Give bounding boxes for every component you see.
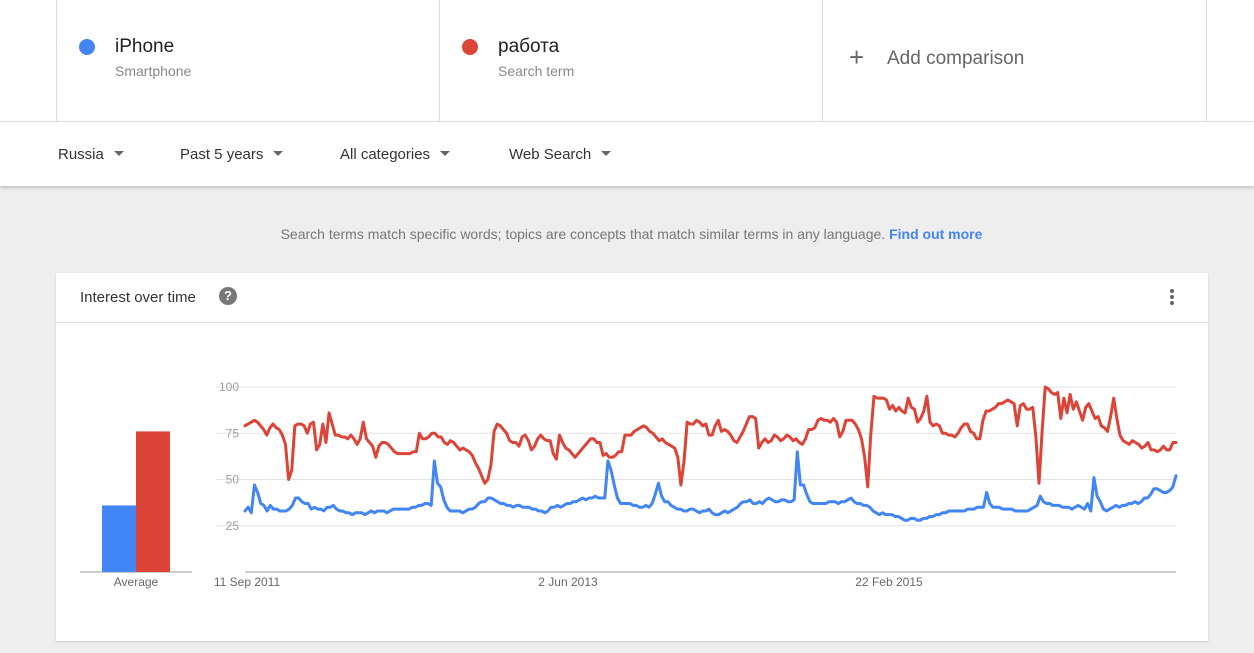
term-type: Search term [498, 63, 575, 79]
x-tick-label: 2 Jun 2013 [538, 575, 598, 589]
series-line-rabota [243, 385, 1178, 489]
caret-down-icon [601, 150, 612, 156]
rabota-color-dot [462, 39, 478, 55]
term-type: Smartphone [115, 63, 192, 79]
search-type-dropdown[interactable]: Web Search [509, 146, 612, 163]
term-card-rabota[interactable]: работа Search term [439, 0, 823, 121]
term-name: работа [498, 36, 560, 57]
interest-chart: 25 50 75 100 Average 11 Sep 2011 2 Jun 2013 22 … [80, 380, 1178, 589]
help-icon[interactable]: ? [219, 287, 237, 305]
comparison-bar: iPhone Smartphone работа Search term + A… [0, 0, 1254, 122]
add-comparison-label: Add comparison [887, 48, 1025, 69]
term-card-iphone[interactable]: iPhone Smartphone [56, 0, 440, 121]
caret-down-icon [113, 150, 124, 156]
caret-down-icon [273, 150, 284, 156]
card-title: Interest over time [80, 289, 196, 306]
caret-down-icon [440, 150, 451, 156]
time-range-dropdown[interactable]: Past 5 years [180, 146, 284, 163]
average-label: Average [114, 575, 159, 589]
category-label: All categories [340, 146, 431, 163]
region-label: Russia [58, 146, 104, 163]
category-dropdown[interactable]: All categories [340, 146, 451, 163]
notice-text: Search terms match specific words; topic… [280, 226, 886, 242]
x-tick-label: 11 Sep 2011 [214, 575, 281, 589]
y-tick-label: 25 [226, 519, 240, 533]
x-tick-label: 22 Feb 2015 [855, 575, 923, 589]
interest-over-time-card: Interest over time ? 25 50 75 100 Average 11 … [56, 273, 1208, 641]
average-bar-rabota [136, 431, 170, 572]
y-tick-label: 100 [219, 380, 239, 394]
filter-bar: Russia Past 5 years All categories Web S… [0, 122, 1254, 186]
find-out-more-link[interactable]: Find out more [889, 226, 983, 242]
y-tick-label: 50 [226, 473, 240, 487]
search-type-label: Web Search [509, 146, 592, 163]
series-line-iphone [243, 450, 1178, 522]
iphone-color-dot [79, 39, 95, 55]
term-name: iPhone [115, 36, 175, 57]
terms-notice: Search terms match specific words; topic… [0, 226, 1254, 242]
card-header: Interest over time ? [56, 273, 1208, 323]
add-comparison-button[interactable]: + Add comparison [822, 0, 1207, 121]
region-dropdown[interactable]: Russia [58, 146, 124, 163]
time-range-label: Past 5 years [180, 146, 264, 163]
y-tick-label: 75 [226, 426, 240, 440]
more-menu-icon[interactable] [1166, 288, 1178, 308]
average-bar-iphone [102, 505, 136, 572]
plus-icon: + [849, 42, 865, 72]
